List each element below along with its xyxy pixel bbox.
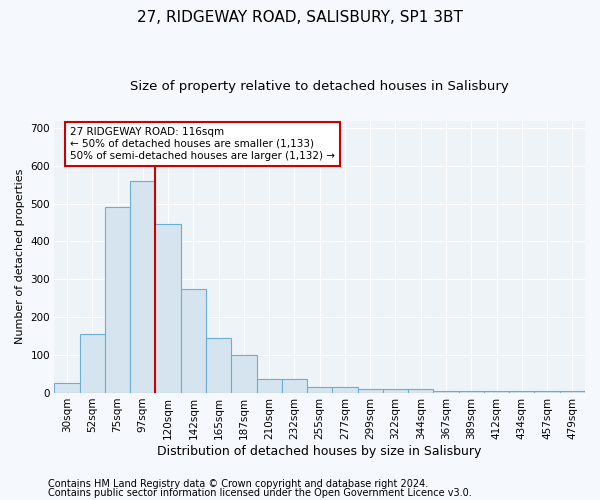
Y-axis label: Number of detached properties: Number of detached properties [15, 169, 25, 344]
Bar [408, 389, 433, 392]
Bar [358, 389, 383, 392]
Bar [105, 208, 130, 392]
Bar [257, 380, 282, 392]
Text: 27, RIDGEWAY ROAD, SALISBURY, SP1 3BT: 27, RIDGEWAY ROAD, SALISBURY, SP1 3BT [137, 10, 463, 25]
Text: Contains HM Land Registry data © Crown copyright and database right 2024.: Contains HM Land Registry data © Crown c… [48, 479, 428, 489]
Bar [509, 391, 535, 392]
Title: Size of property relative to detached houses in Salisbury: Size of property relative to detached ho… [130, 80, 509, 93]
Bar [80, 334, 105, 392]
Bar [231, 355, 257, 393]
Bar [332, 387, 358, 392]
Bar [433, 391, 458, 392]
Bar [383, 389, 408, 392]
Bar [282, 380, 307, 392]
Bar [458, 391, 484, 392]
Text: Contains public sector information licensed under the Open Government Licence v3: Contains public sector information licen… [48, 488, 472, 498]
Text: 27 RIDGEWAY ROAD: 116sqm
← 50% of detached houses are smaller (1,133)
50% of sem: 27 RIDGEWAY ROAD: 116sqm ← 50% of detach… [70, 128, 335, 160]
Bar [55, 383, 80, 392]
Bar [130, 181, 155, 392]
Bar [155, 224, 181, 392]
Bar [560, 391, 585, 392]
Bar [307, 387, 332, 392]
X-axis label: Distribution of detached houses by size in Salisbury: Distribution of detached houses by size … [157, 444, 482, 458]
Bar [206, 338, 231, 392]
Bar [535, 391, 560, 392]
Bar [181, 288, 206, 393]
Bar [484, 391, 509, 392]
